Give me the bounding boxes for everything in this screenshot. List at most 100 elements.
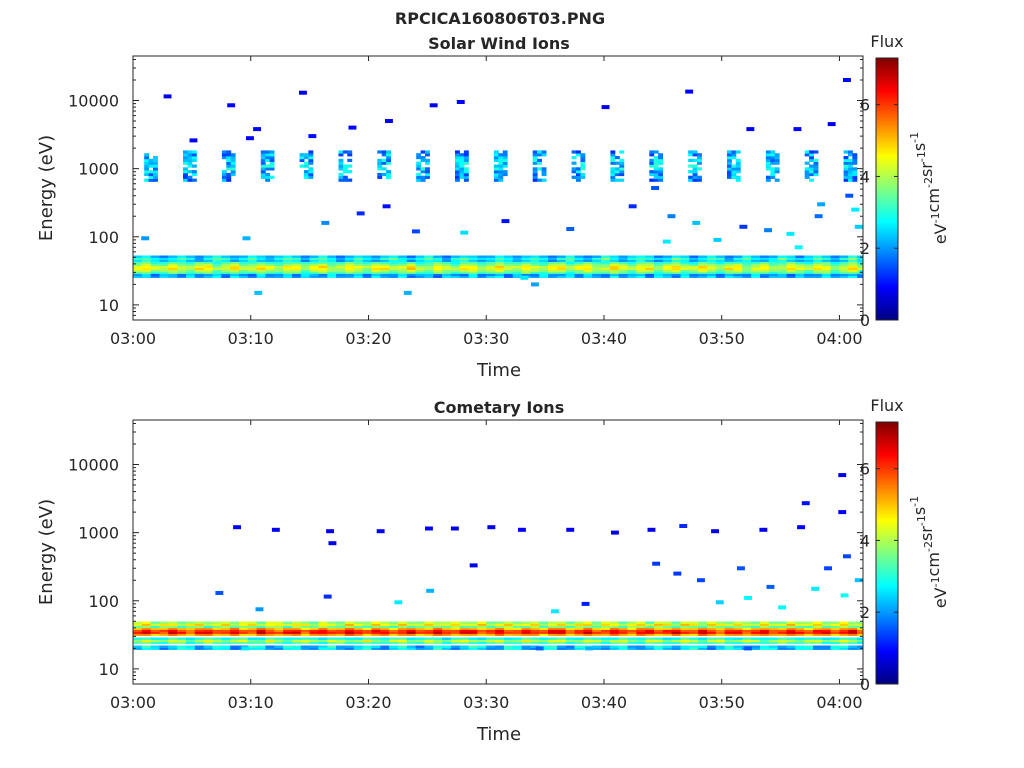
flux-cell — [592, 265, 602, 268]
flux-cell — [601, 641, 611, 644]
unit-part: cm — [924, 552, 943, 576]
flux-cell — [299, 164, 305, 168]
flux-cell — [477, 275, 487, 278]
flux-cell — [618, 265, 629, 268]
flux-cell — [371, 633, 381, 636]
flux-cell — [636, 255, 646, 258]
flux-cell — [463, 156, 469, 160]
flux-cell — [521, 259, 531, 262]
flux-cell — [751, 269, 761, 272]
flux-cell — [309, 645, 319, 648]
flux-cell — [477, 257, 487, 260]
flux-cell — [565, 629, 576, 632]
flux-cell — [159, 625, 169, 628]
flux-cell — [177, 647, 187, 650]
flux-cell — [300, 625, 311, 628]
flux-cell — [212, 631, 222, 634]
flux-cell — [848, 265, 858, 268]
flux-cell — [468, 623, 478, 626]
flux-cell — [433, 263, 443, 266]
flux-cell — [327, 271, 337, 274]
flux-cell — [571, 175, 577, 179]
flux-cell — [671, 625, 682, 628]
flux-cell — [153, 167, 158, 171]
flux-cell — [486, 625, 496, 628]
flux-point — [233, 525, 241, 530]
flux-cell — [486, 633, 496, 636]
flux-cell — [768, 623, 779, 626]
flux-cell — [362, 623, 372, 626]
flux-cell — [804, 269, 814, 272]
flux-cell — [380, 271, 390, 274]
flux-cell — [425, 172, 430, 177]
flux-cell — [283, 275, 293, 278]
unit-exponent: -1 — [908, 496, 921, 507]
flux-cell — [530, 621, 540, 624]
flux-cell — [353, 627, 364, 630]
flux-point — [854, 224, 863, 229]
flux-cell — [377, 158, 383, 162]
flux-cell — [556, 273, 567, 276]
flux-cell — [742, 273, 752, 276]
flux-cell — [707, 255, 717, 258]
flux-cell — [662, 263, 673, 266]
flux-cell — [786, 625, 796, 628]
flux-cell — [347, 164, 353, 168]
flux-cell — [733, 633, 743, 636]
flux-cell — [150, 267, 161, 270]
flux-cell — [574, 621, 584, 624]
flux-cell — [742, 259, 752, 262]
flux-cell — [592, 255, 602, 258]
flux-cell — [574, 641, 584, 644]
flux-cell — [450, 625, 461, 628]
flux-cell — [425, 167, 430, 171]
flux-cell — [576, 170, 581, 174]
flux-cell — [839, 637, 849, 640]
flux-cell — [601, 275, 611, 278]
flux-cell — [609, 271, 620, 274]
flux-cell — [627, 629, 637, 632]
flux-cell — [688, 178, 694, 182]
flux-cell — [212, 265, 222, 268]
flux-cell — [486, 267, 496, 270]
flux-cell — [770, 150, 776, 154]
flux-cell — [548, 633, 558, 636]
flux-cell — [203, 271, 213, 274]
flux-cell — [442, 621, 452, 624]
flux-cell — [636, 621, 646, 624]
flux-cell — [309, 631, 319, 634]
flux-cell — [344, 255, 355, 258]
flux-cell — [260, 161, 266, 165]
flux-cell — [804, 265, 814, 268]
flux-cell — [532, 175, 538, 179]
flux-cell — [742, 629, 752, 632]
flux-cell — [768, 273, 779, 276]
flux-cell — [521, 271, 531, 274]
flux-cell — [300, 261, 311, 264]
flux-cell — [338, 164, 344, 168]
flux-cell — [433, 259, 443, 262]
flux-cell — [727, 158, 732, 162]
flux-cell — [433, 631, 443, 634]
flux-cell — [786, 257, 796, 260]
flux-cell — [221, 150, 227, 154]
flux-cell — [502, 161, 508, 165]
flux-cell — [609, 257, 620, 260]
flux-cell — [450, 647, 461, 650]
flux-cell — [386, 153, 391, 157]
flux-cell — [627, 623, 637, 626]
flux-cell — [133, 637, 143, 640]
flux-cell — [150, 625, 161, 628]
flux-cell — [601, 631, 611, 634]
flux-cell — [239, 631, 249, 634]
flux-cell — [852, 156, 858, 160]
flux-cell — [397, 631, 408, 634]
flux-cell — [731, 167, 737, 171]
flux-cell — [574, 261, 584, 264]
flux-cell — [733, 627, 743, 630]
flux-cell — [777, 257, 787, 260]
flux-cell — [150, 639, 161, 642]
flux-cell — [770, 153, 776, 157]
flux-cell — [159, 641, 169, 644]
flux-cell — [777, 259, 787, 262]
